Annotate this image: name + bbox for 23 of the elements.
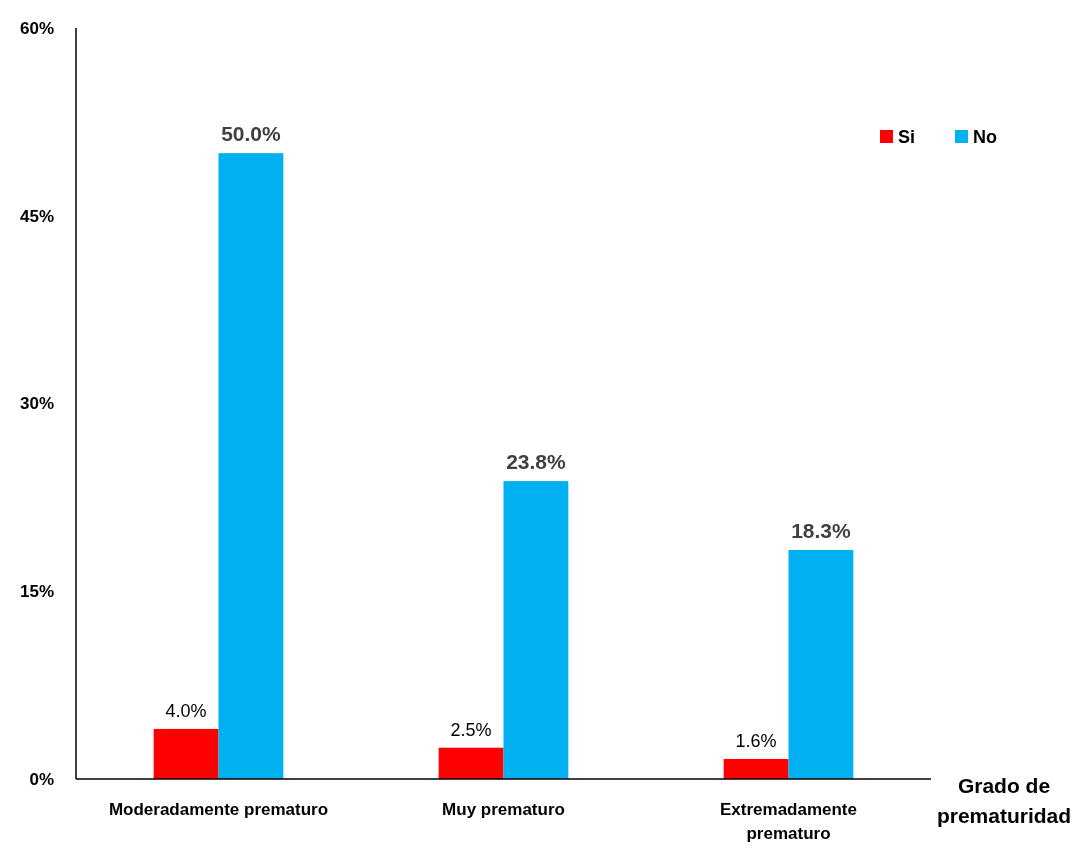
y-tick-label: 30%: [19, 394, 54, 414]
x-tick-label: Extremadamente prematuro: [719, 800, 858, 843]
legend-label: Si: [898, 127, 916, 148]
x-tick-label: Moderadamente prematuro: [108, 800, 329, 819]
data-label: 50.0%: [221, 122, 282, 146]
legend-label: No: [973, 127, 997, 148]
y-tick-label: 45%: [19, 206, 54, 226]
bar: [153, 728, 219, 779]
data-label: 1.6%: [735, 730, 777, 751]
bar: [788, 549, 854, 779]
x-tick-label: Muy prematuro: [442, 800, 565, 819]
bar: [218, 153, 284, 779]
y-tick-label: 0%: [29, 769, 54, 789]
x-axis-title: Grado de prematuridad: [936, 774, 1072, 827]
data-label: 23.8%: [506, 450, 567, 474]
data-label: 18.3%: [791, 518, 852, 542]
data-label: 4.0%: [165, 700, 207, 721]
y-tick-label: 15%: [19, 582, 54, 602]
y-tick-label: 60%: [19, 18, 54, 38]
bar: [503, 481, 569, 779]
bar: [438, 747, 504, 779]
data-label: 2.5%: [450, 719, 492, 740]
bar: [723, 758, 789, 779]
